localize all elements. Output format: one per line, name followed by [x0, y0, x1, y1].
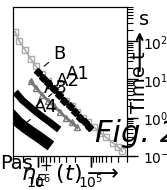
Text: Pas: Pas [0, 153, 33, 172]
Text: Fig. 2: Fig. 2 [95, 119, 167, 147]
Text: A3: A3 [36, 79, 68, 106]
Text: s: s [139, 10, 149, 28]
Text: $\eta_E^+(t) \longrightarrow$: $\eta_E^+(t) \longrightarrow$ [21, 160, 119, 189]
Text: A4: A4 [25, 97, 58, 124]
Text: Time t: Time t [130, 51, 149, 112]
Text: B: B [44, 45, 66, 67]
Text: A1: A1 [59, 64, 90, 88]
Text: A2: A2 [48, 72, 80, 97]
